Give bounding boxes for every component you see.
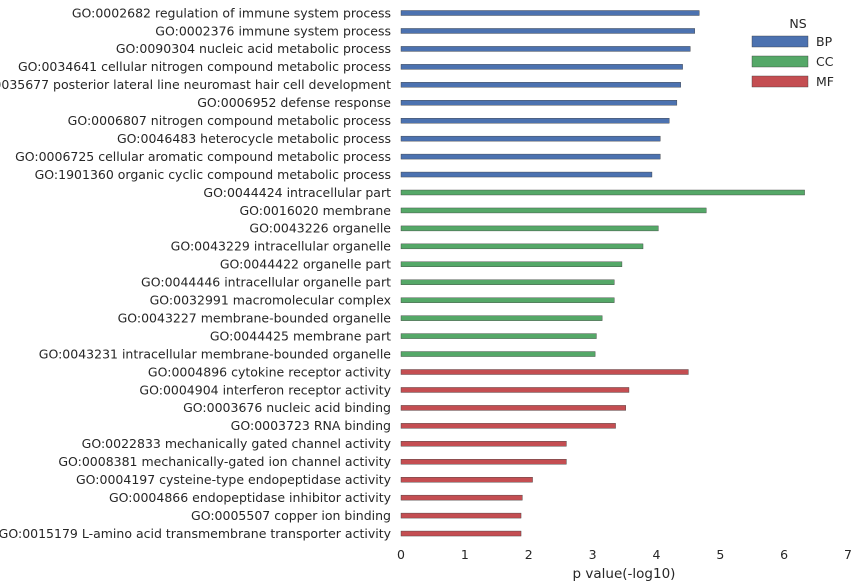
bar-cc-16 (400, 297, 615, 303)
x-tick-label: 0 (397, 547, 405, 562)
category-label: GO:0043231 intracellular membrane-bounde… (39, 346, 392, 361)
category-label: GO:0006725 cellular aromatic compound me… (15, 149, 391, 164)
category-label: GO:0044425 membrane part (210, 328, 391, 343)
x-tick-label: 7 (844, 547, 852, 562)
bar-mf-21 (400, 387, 630, 393)
legend-label-cc: CC (816, 54, 834, 69)
bar-cc-13 (400, 243, 644, 250)
category-label: GO:0004896 cytokine receptor activity (148, 364, 392, 379)
category-label: GO:0046483 heterocycle metabolic process (117, 131, 391, 146)
category-label: GO:0043229 intracellular organelle (171, 239, 392, 254)
bar-mf-27 (400, 494, 523, 501)
category-label: GO:0035677 posterior lateral line neurom… (0, 77, 391, 92)
bar-mf-29 (400, 530, 522, 537)
bar-cc-11 (400, 207, 707, 214)
bar-cc-10 (400, 189, 805, 196)
bar-bp-7 (400, 135, 661, 142)
category-label: GO:1901360 organic cyclic compound metab… (35, 167, 391, 182)
category-label: GO:0008381 mechanically-gated ion channe… (58, 454, 391, 469)
category-label: GO:0004197 cysteine-type endopeptidase a… (76, 472, 392, 487)
bar-cc-14 (400, 261, 623, 267)
category-label: GO:0003676 nucleic acid binding (183, 400, 391, 415)
legend-label-bp: BP (816, 34, 833, 49)
category-label: GO:0032991 macromolecular complex (150, 293, 391, 308)
bar-bp-0 (400, 10, 700, 16)
bar-bp-5 (400, 100, 678, 106)
x-tick-label: 4 (652, 547, 660, 562)
bar-mf-20 (400, 369, 689, 375)
bar-mf-26 (400, 477, 533, 483)
bars-layer (400, 10, 805, 537)
x-axis-label: p value(-log10) (573, 566, 676, 582)
bar-bp-8 (400, 153, 661, 160)
x-tick-label: 3 (589, 547, 597, 562)
category-label: GO:0006952 defense response (197, 95, 391, 110)
bar-cc-15 (400, 279, 615, 285)
legend-title: NS (789, 16, 806, 31)
legend-swatch-bp (751, 35, 809, 48)
bar-mf-24 (400, 441, 567, 447)
bar-mf-28 (400, 512, 522, 519)
legend-swatch-cc (751, 55, 809, 68)
bar-mf-22 (400, 405, 626, 411)
bar-bp-9 (400, 171, 653, 178)
category-label: GO:0005507 copper ion binding (191, 508, 391, 523)
category-label: GO:0044424 intracellular part (203, 185, 391, 200)
category-label: GO:0044446 intracellular organelle part (141, 275, 391, 290)
bar-bp-6 (400, 117, 670, 124)
category-label: GO:0006807 nitrogen compound metabolic p… (68, 113, 391, 128)
x-tick-label: 5 (716, 547, 724, 562)
category-label: GO:0043227 membrane-bounded organelle (118, 310, 392, 325)
category-label: GO:0004866 endopeptidase inhibitor activ… (109, 490, 392, 505)
category-label: GO:0015179 L-amino acid transmembrane tr… (0, 526, 392, 541)
category-label: GO:0004904 interferon receptor activity (139, 382, 391, 397)
category-labels: GO:0002682 regulation of immune system p… (0, 5, 392, 541)
legend: NS BP CC MF (751, 16, 834, 89)
bar-cc-12 (400, 225, 659, 232)
bar-bp-1 (400, 28, 695, 34)
x-tick-label: 6 (780, 547, 788, 562)
category-label: GO:0044422 organelle part (220, 257, 391, 272)
x-axis-ticks: 0 1 2 3 4 5 6 7 (397, 547, 852, 562)
category-label: GO:0002376 immune system process (155, 23, 391, 38)
category-label: GO:0022833 mechanically gated channel ac… (82, 436, 392, 451)
bar-cc-19 (400, 351, 596, 357)
category-label: GO:0002682 regulation of immune system p… (72, 5, 391, 20)
x-tick-label: 1 (461, 547, 469, 562)
bar-bp-2 (400, 46, 691, 52)
bar-mf-23 (400, 423, 616, 429)
x-tick-label: 2 (525, 547, 533, 562)
bar-cc-18 (400, 333, 597, 339)
category-label: GO:0016020 membrane (239, 203, 391, 218)
category-label: GO:0090304 nucleic acid metabolic proces… (116, 41, 391, 56)
category-label: GO:0034641 cellular nitrogen compound me… (18, 59, 391, 74)
bar-cc-17 (400, 315, 603, 321)
bar-mf-25 (400, 459, 567, 465)
bar-bp-3 (400, 64, 683, 70)
bar-bp-4 (400, 82, 681, 88)
legend-swatch-mf (751, 75, 809, 88)
legend-label-mf: MF (816, 74, 834, 89)
category-label: GO:0003723 RNA binding (231, 418, 391, 433)
category-label: GO:0043226 organelle (249, 221, 391, 236)
